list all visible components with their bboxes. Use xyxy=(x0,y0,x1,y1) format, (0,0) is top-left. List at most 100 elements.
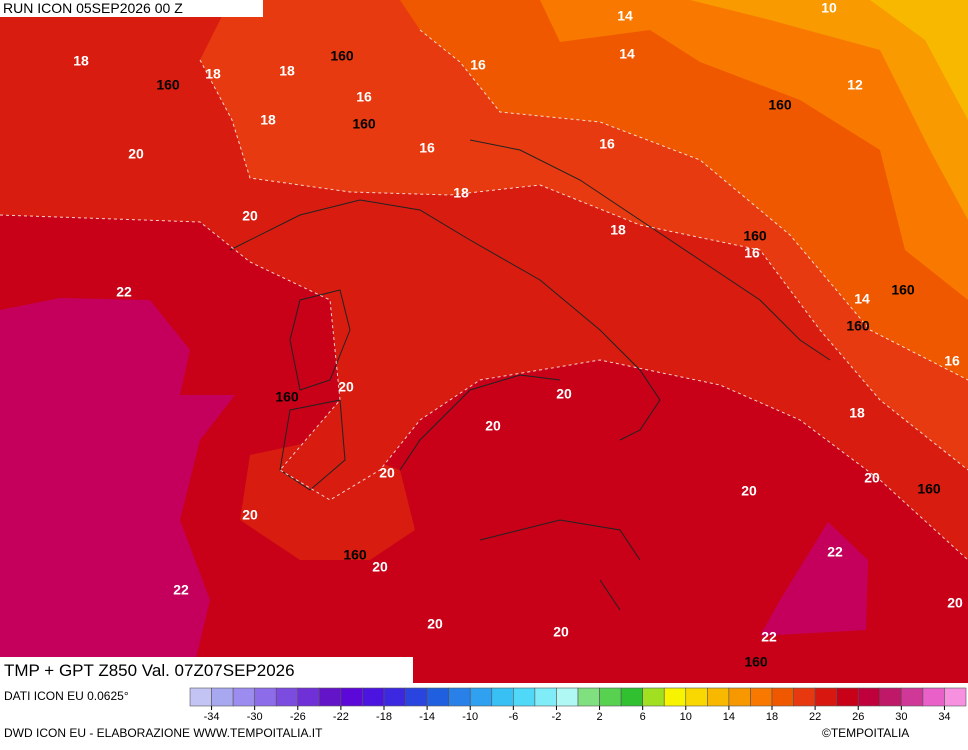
contour-label: 20 xyxy=(379,465,395,481)
colorbar-tick-label: -6 xyxy=(508,711,518,723)
contour-label: 20 xyxy=(553,624,569,640)
contour-label: 16 xyxy=(470,57,486,73)
contour-label: 20 xyxy=(128,146,144,162)
region-12-14 xyxy=(540,0,968,300)
contour-label: 18 xyxy=(849,405,865,421)
colorbar-tick-label: 34 xyxy=(938,711,950,723)
contour-label: 160 xyxy=(891,282,915,298)
colorbar-box xyxy=(254,687,277,707)
colorbar-box xyxy=(534,687,557,707)
contour-label: 16 xyxy=(356,89,372,105)
colorbar-box xyxy=(189,687,212,707)
copyright: ©TEMPOITALIA xyxy=(822,726,909,740)
colorbar-box xyxy=(814,687,837,707)
colorbar-box xyxy=(491,687,514,707)
colorbar-box xyxy=(901,687,924,707)
run-label: RUN ICON 05SEP2026 00 Z xyxy=(3,0,183,16)
run-box xyxy=(0,0,263,17)
colorbar-tick-label: 26 xyxy=(852,711,864,723)
colorbar-box xyxy=(319,687,342,707)
region-22 xyxy=(760,522,868,636)
colorbar-tick-label: 2 xyxy=(596,711,602,723)
contour-label: 20 xyxy=(372,559,388,575)
coastline xyxy=(479,519,641,611)
colorbar-box xyxy=(513,687,536,707)
contour-label: 160 xyxy=(744,654,768,670)
colorbar-tick-label: -22 xyxy=(333,711,349,723)
colorbar-tick-label: 30 xyxy=(895,711,907,723)
contour-label: 16 xyxy=(744,245,760,261)
contour-label: 22 xyxy=(173,582,189,598)
contour-label: 20 xyxy=(338,379,354,395)
colorbar-tick-label: 14 xyxy=(723,711,735,723)
contour-label: 12 xyxy=(847,77,863,93)
colorbar: -34 -30 -26 -22 -18 -14 -10 -6 -2 2 6 10 14 18 22 26 30 3… xyxy=(189,687,967,723)
contour-label: 22 xyxy=(827,544,843,560)
region-18-20 xyxy=(240,440,415,560)
colorbar-tick-label: 18 xyxy=(766,711,778,723)
region-10-12 xyxy=(690,0,968,220)
colorbar-box xyxy=(857,687,881,707)
contour-label: 16 xyxy=(599,136,615,152)
colorbar-box xyxy=(340,687,363,707)
colorbar-tick-label: -30 xyxy=(247,711,263,723)
colorbar-tick-label: -34 xyxy=(204,711,220,723)
colorbar-box xyxy=(793,687,816,707)
colorbar-box xyxy=(599,687,622,707)
contour-label: 160 xyxy=(156,77,180,93)
contour-label: 160 xyxy=(330,48,354,64)
contour-label: 160 xyxy=(846,318,870,334)
contour-label: 160 xyxy=(743,228,767,244)
colorbar-box xyxy=(685,687,708,707)
colorbar-box xyxy=(556,687,579,707)
contour-label: 22 xyxy=(761,629,777,645)
contour-label: 160 xyxy=(343,547,367,563)
isotherm xyxy=(199,59,968,471)
colorbar-box xyxy=(836,687,859,707)
contour-label: 160 xyxy=(352,116,376,132)
colorbar-box xyxy=(275,687,299,707)
colorbar-box xyxy=(642,687,665,707)
colorbar-box xyxy=(663,687,687,707)
contour-label: 14 xyxy=(617,8,633,24)
colorbar-tick-label: -10 xyxy=(462,711,478,723)
colorbar-box xyxy=(728,687,751,707)
colorbar-box xyxy=(211,687,234,707)
contour-label: 20 xyxy=(242,507,258,523)
colorbar-box xyxy=(707,687,730,707)
contour-label: 18 xyxy=(260,112,276,128)
colorbar-box xyxy=(771,687,794,707)
contour-label: 20 xyxy=(947,595,963,611)
colorbar-box xyxy=(879,687,902,707)
contour-label: 16 xyxy=(419,140,435,156)
colorbar-box xyxy=(944,687,967,707)
region-8-10 xyxy=(870,0,968,120)
contour-label: 20 xyxy=(556,386,572,402)
region-22 xyxy=(0,298,235,683)
contour-label: 160 xyxy=(917,481,941,497)
colorbar-tick-label: 22 xyxy=(809,711,821,723)
colorbar-box xyxy=(577,687,600,707)
island xyxy=(289,289,351,391)
coastlines xyxy=(229,139,831,611)
colorbar-tick-label: 10 xyxy=(680,711,692,723)
title-box xyxy=(0,657,413,683)
contour-label: 160 xyxy=(768,97,792,113)
colorbar-tick-label: -14 xyxy=(419,711,435,723)
contour-label: 10 xyxy=(821,0,837,16)
coastline xyxy=(229,199,661,471)
contour-label: 18 xyxy=(73,53,89,69)
contour-label: 20 xyxy=(242,208,258,224)
colorbar-box xyxy=(620,687,643,707)
credit: DWD ICON EU - ELABORAZIONE WWW.TEMPOITAL… xyxy=(4,726,323,740)
isotherm xyxy=(419,29,968,381)
contour-label: 18 xyxy=(205,66,221,82)
contour-label: 18 xyxy=(279,63,295,79)
map-title: TMP + GPT Z850 Val. 07Z07SEP2026 xyxy=(4,661,295,680)
colorbar-tick-label: -26 xyxy=(290,711,306,723)
contour-label: 160 xyxy=(275,389,299,405)
colorbar-box xyxy=(922,687,945,707)
contour-label: 18 xyxy=(453,185,469,201)
colorbar-box xyxy=(362,687,385,707)
